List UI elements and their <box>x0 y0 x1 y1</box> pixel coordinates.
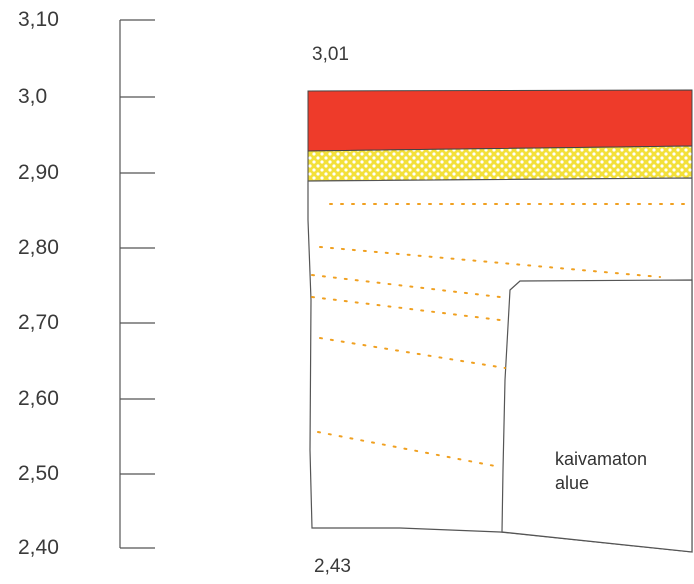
top-level-label: 3,01 <box>312 44 349 65</box>
scale-tick-label: 2,90 <box>18 161 59 184</box>
scale-tick-label: 3,0 <box>18 85 48 108</box>
red-layer <box>307 89 693 152</box>
scale-tick-label: 3,10 <box>18 8 59 31</box>
scale-ticks <box>120 19 155 549</box>
scale-tick-label: 2,50 <box>18 462 59 485</box>
scale-tick-label: 2,40 <box>18 536 59 559</box>
note-line-1: kaivamaton <box>555 449 648 469</box>
bottom-level-label: 2,43 <box>314 556 351 577</box>
scale-tick-label: 2,80 <box>18 236 59 259</box>
note-line-2: alue <box>555 473 590 493</box>
inclusion-lines <box>311 203 691 467</box>
unexcavated-note: kaivamaton alue <box>555 447 647 495</box>
gravel-layer <box>307 145 693 182</box>
scale-tick-label: 2,60 <box>18 387 59 410</box>
unexcavated-area <box>501 279 693 553</box>
scale-tick-label: 2,70 <box>18 311 59 334</box>
